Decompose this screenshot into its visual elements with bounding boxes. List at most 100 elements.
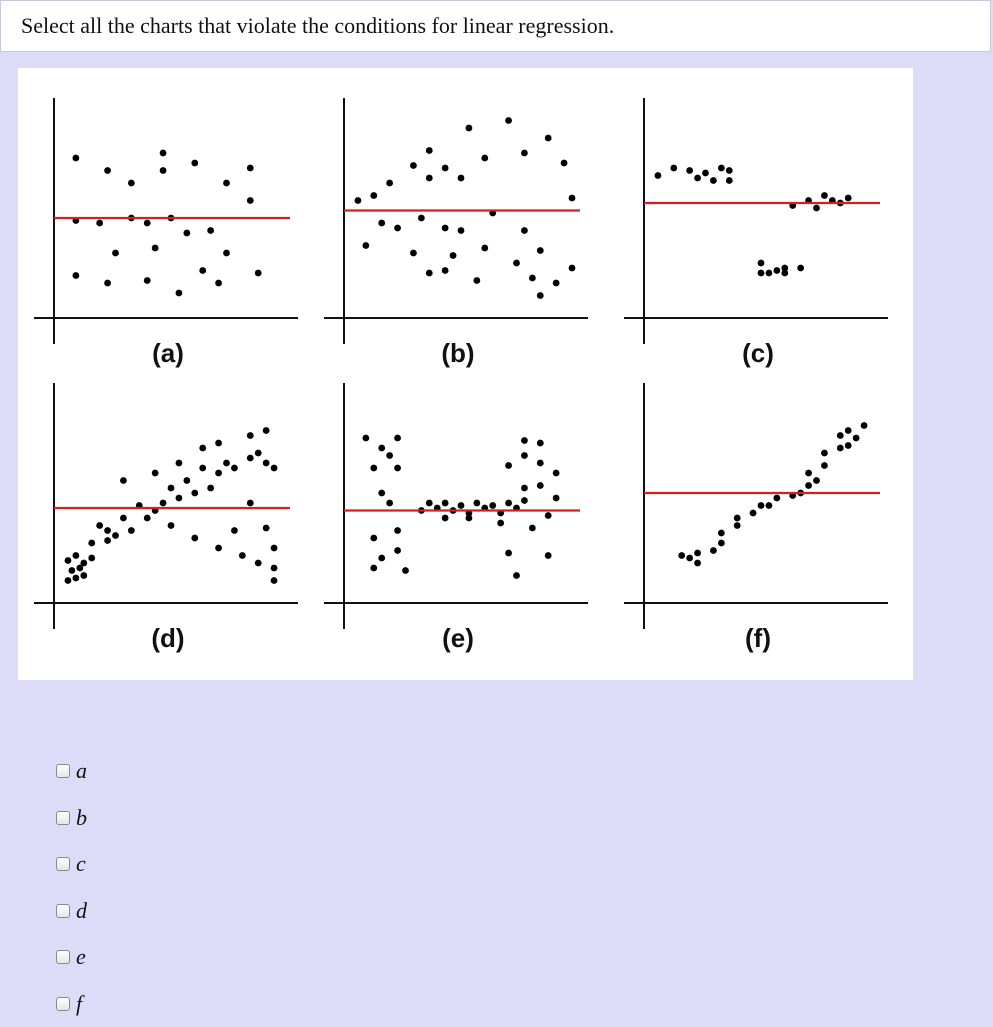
question-text: Select all the charts that violate the c… xyxy=(21,13,614,39)
data-point-3-25 xyxy=(215,470,222,477)
answer-option-b[interactable]: b xyxy=(56,795,256,842)
data-point-1-32 xyxy=(553,280,560,287)
question-box: Select all the charts that violate the c… xyxy=(0,0,991,52)
data-point-4-39 xyxy=(553,470,560,477)
data-point-2-5 xyxy=(710,177,717,184)
data-point-3-38 xyxy=(263,427,270,434)
data-point-2-8 xyxy=(726,177,733,184)
data-point-4-41 xyxy=(553,495,560,502)
data-point-4-43 xyxy=(545,512,552,519)
data-point-0-24 xyxy=(255,270,262,277)
data-point-4-17 xyxy=(505,500,512,507)
data-point-4-25 xyxy=(529,525,536,532)
data-point-4-35 xyxy=(505,462,512,469)
data-point-3-35 xyxy=(199,445,206,452)
data-point-3-45 xyxy=(271,565,278,572)
data-point-0-14 xyxy=(112,250,119,257)
data-point-5-22 xyxy=(853,435,860,442)
data-point-3-41 xyxy=(191,535,198,542)
data-point-1-25 xyxy=(481,245,488,252)
figure-panel: (a)(b)(c)(d)(e)(f) xyxy=(18,68,913,680)
data-point-4-29 xyxy=(378,555,385,562)
data-point-4-21 xyxy=(426,500,433,507)
data-point-0-18 xyxy=(72,272,79,279)
data-point-4-5 xyxy=(394,465,401,472)
data-point-1-4 xyxy=(426,147,433,154)
data-point-2-18 xyxy=(766,270,773,277)
data-point-4-30 xyxy=(370,565,377,572)
data-point-4-3 xyxy=(386,452,393,459)
data-point-4-22 xyxy=(442,515,449,522)
checkbox-b[interactable] xyxy=(56,811,70,825)
data-point-1-18 xyxy=(442,225,449,232)
answer-option-a[interactable]: a xyxy=(56,748,256,795)
checkbox-f[interactable] xyxy=(56,997,70,1011)
data-point-2-15 xyxy=(845,195,852,202)
data-point-3-19 xyxy=(168,485,175,492)
data-point-0-15 xyxy=(152,245,159,252)
data-point-2-21 xyxy=(781,265,788,272)
data-point-3-14 xyxy=(120,515,127,522)
data-point-1-14 xyxy=(505,117,512,124)
data-point-3-2 xyxy=(68,567,75,574)
data-point-2-7 xyxy=(726,167,733,174)
data-point-2-11 xyxy=(813,205,820,212)
chart-label-2: (c) xyxy=(742,338,774,368)
data-point-0-25 xyxy=(247,197,254,204)
data-point-4-34 xyxy=(513,572,520,579)
data-point-1-2 xyxy=(386,180,393,187)
data-point-3-28 xyxy=(247,455,254,462)
data-point-3-42 xyxy=(215,545,222,552)
chart-label-4: (e) xyxy=(442,623,474,653)
data-point-5-9 xyxy=(750,510,757,517)
chart-panel-5: (f) xyxy=(624,383,888,653)
data-point-1-28 xyxy=(442,267,449,274)
data-point-3-36 xyxy=(215,440,222,447)
data-point-5-4 xyxy=(710,547,717,554)
answer-option-d[interactable]: d xyxy=(56,888,256,935)
checkbox-c[interactable] xyxy=(56,857,70,871)
data-point-2-16 xyxy=(758,260,765,267)
data-point-0-20 xyxy=(144,277,151,284)
answer-option-c[interactable]: c xyxy=(56,841,256,888)
answer-label-b: b xyxy=(76,805,87,831)
data-point-2-4 xyxy=(702,170,709,177)
answer-label-a: a xyxy=(76,758,87,784)
data-point-1-22 xyxy=(362,242,369,249)
data-point-1-27 xyxy=(426,270,433,277)
data-point-5-17 xyxy=(805,470,812,477)
data-point-1-10 xyxy=(545,135,552,142)
data-point-4-23 xyxy=(466,515,473,522)
checkbox-a[interactable] xyxy=(56,764,70,778)
answer-option-e[interactable]: e xyxy=(56,934,256,981)
data-point-1-26 xyxy=(537,247,544,254)
data-point-3-4 xyxy=(80,572,87,579)
data-point-4-33 xyxy=(545,552,552,559)
data-point-5-15 xyxy=(805,482,812,489)
data-point-1-29 xyxy=(473,277,480,284)
data-point-0-2 xyxy=(128,180,135,187)
data-point-3-1 xyxy=(72,575,79,582)
data-point-4-1 xyxy=(378,445,385,452)
answer-option-f[interactable]: f xyxy=(56,981,256,1027)
data-point-4-37 xyxy=(537,440,544,447)
data-point-3-48 xyxy=(239,552,246,559)
chart-label-5: (f) xyxy=(745,623,771,653)
checkbox-e[interactable] xyxy=(56,950,70,964)
data-point-2-19 xyxy=(773,267,780,274)
data-point-3-23 xyxy=(199,465,206,472)
data-point-2-2 xyxy=(686,167,693,174)
data-point-5-12 xyxy=(773,495,780,502)
data-point-3-29 xyxy=(255,450,262,457)
chart-label-3: (d) xyxy=(151,623,184,653)
data-point-3-22 xyxy=(191,490,198,497)
data-point-5-11 xyxy=(766,502,773,509)
checkbox-d[interactable] xyxy=(56,904,70,918)
data-point-5-8 xyxy=(734,515,741,522)
data-point-3-44 xyxy=(255,560,262,567)
data-point-3-32 xyxy=(120,477,127,484)
data-point-0-0 xyxy=(72,155,79,162)
data-point-1-6 xyxy=(442,165,449,172)
data-point-5-20 xyxy=(837,445,844,452)
data-point-1-17 xyxy=(418,215,425,222)
